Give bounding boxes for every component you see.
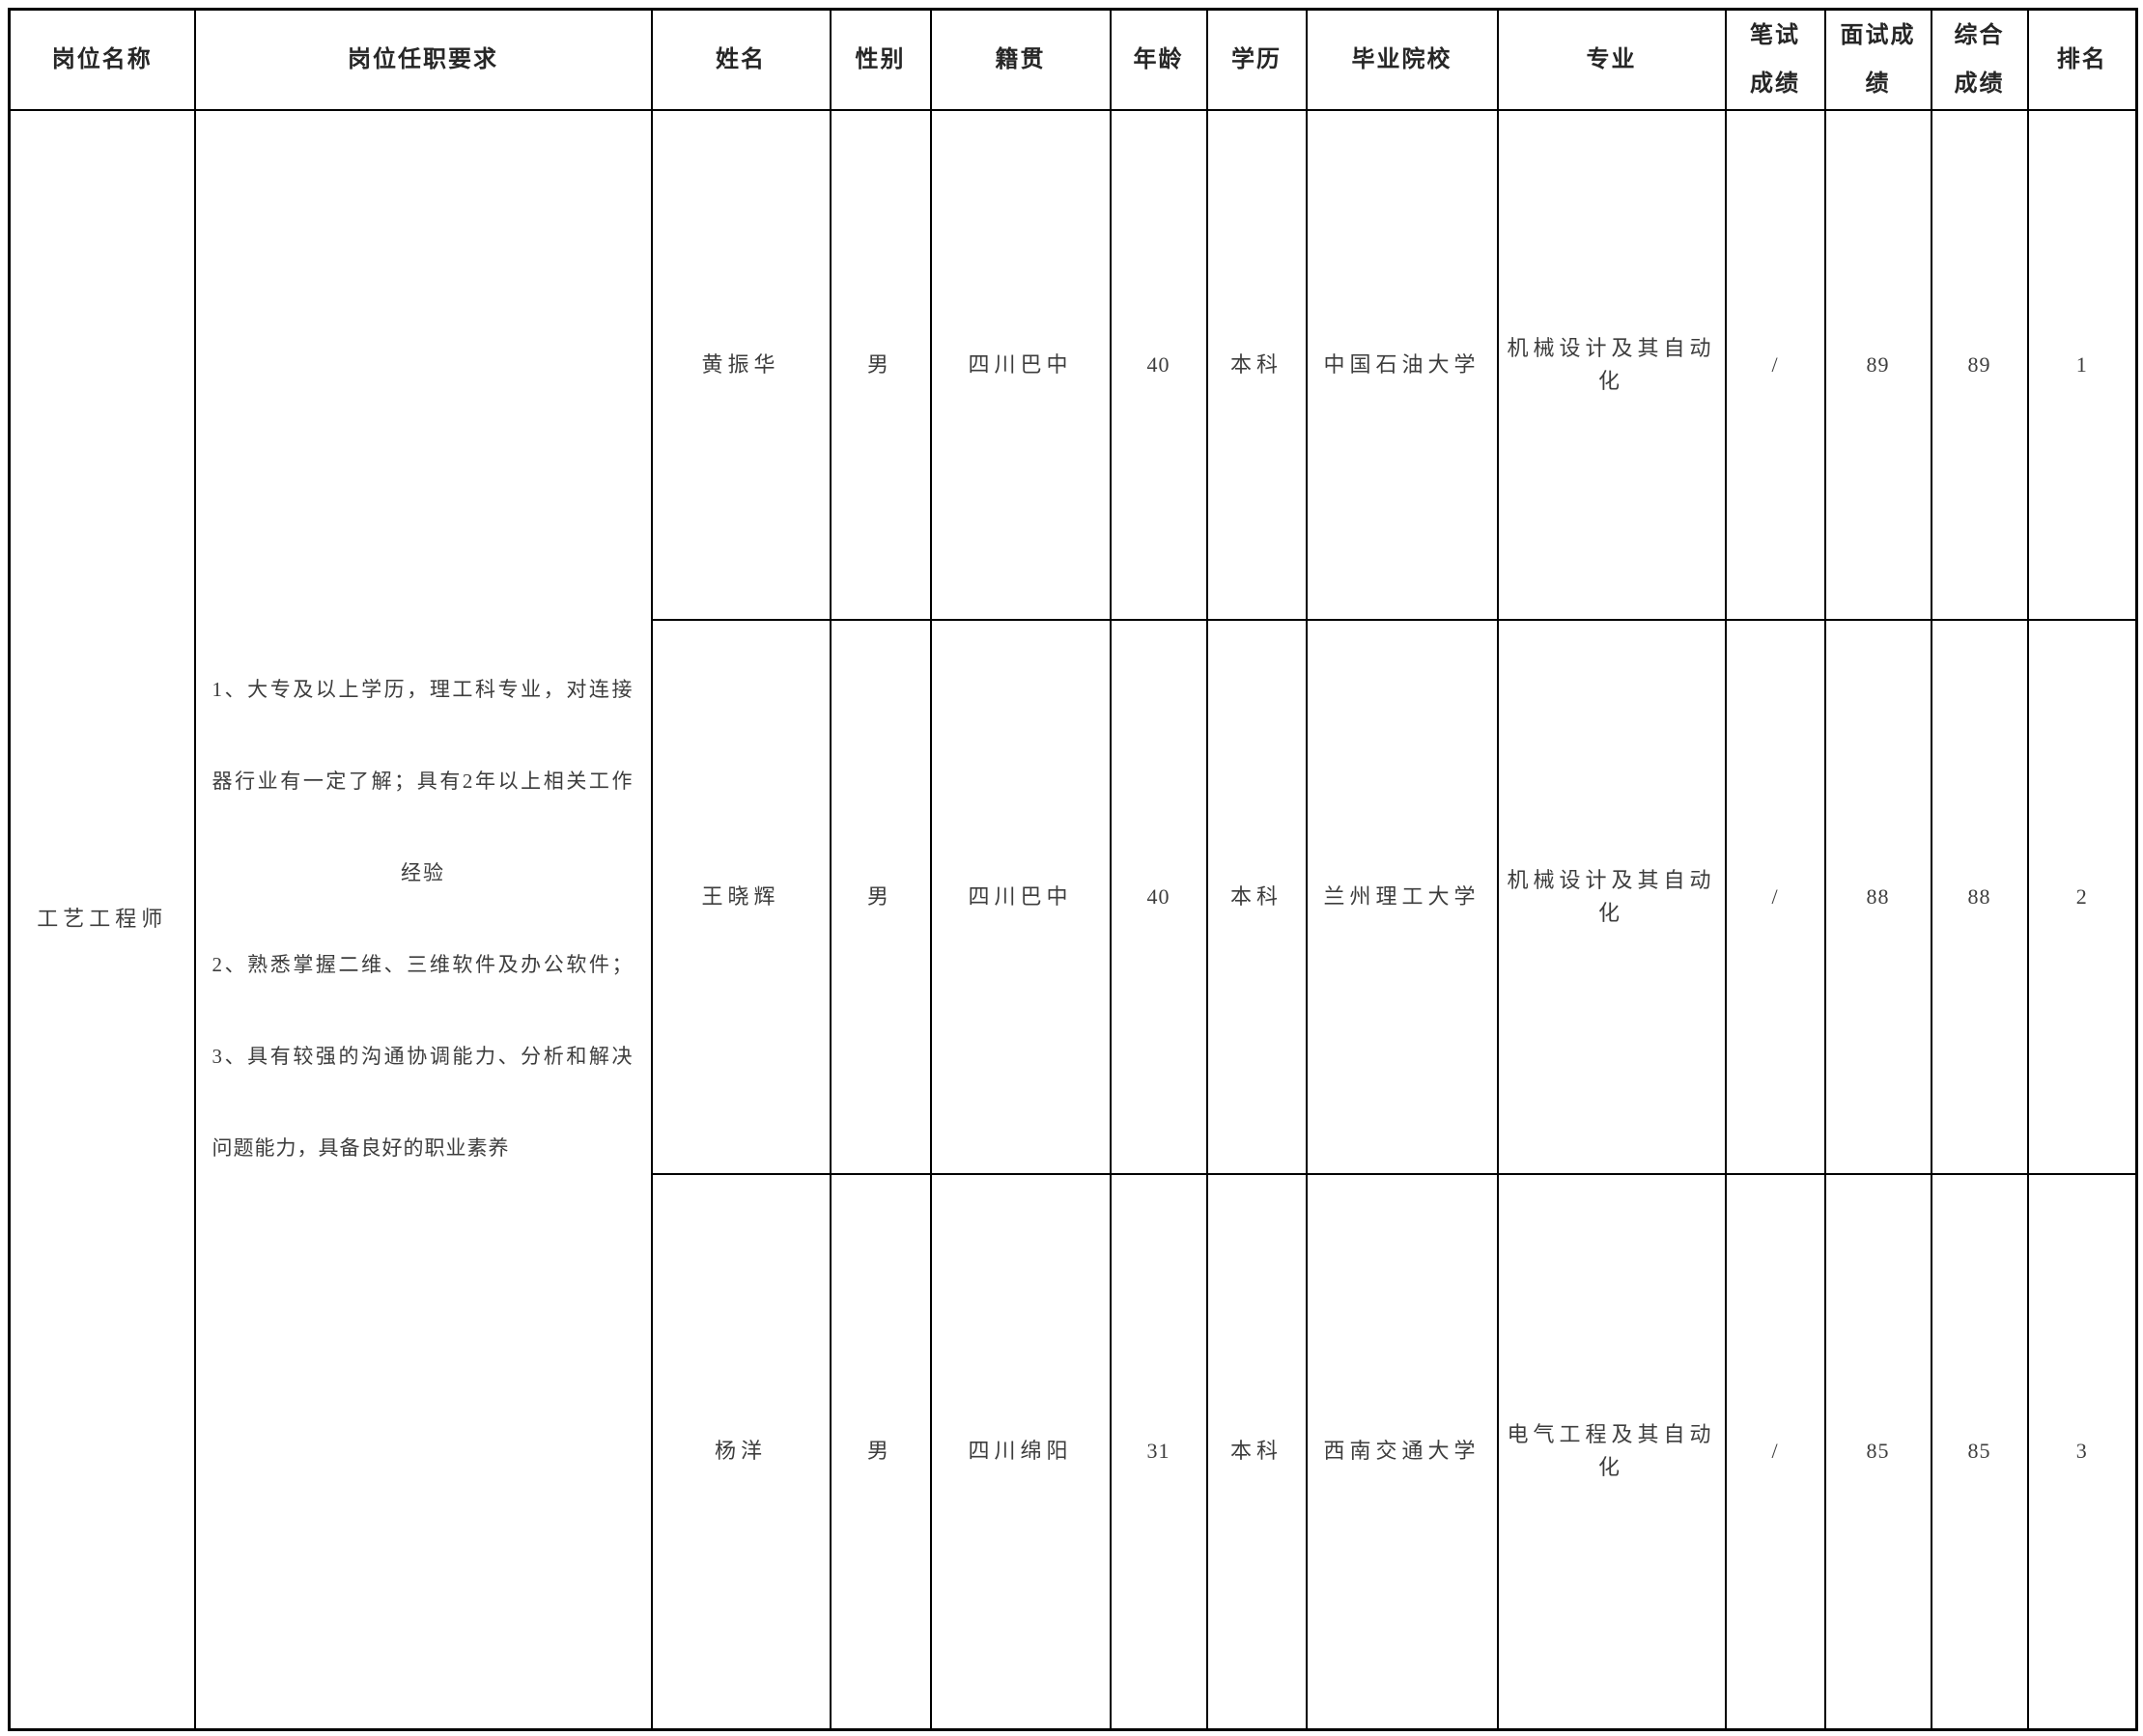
cell-school: 兰州理工大学 (1305, 618, 1499, 1175)
header-written-score: 笔试 成绩 (1724, 8, 1826, 111)
cell-name: 杨洋 (650, 1172, 832, 1731)
cell-rank: 1 (2026, 108, 2138, 621)
cell-written-score: / (1724, 108, 1826, 621)
cell-school: 西南交通大学 (1305, 1172, 1499, 1731)
header-gender: 性别 (829, 8, 932, 111)
cell-interview-score: 88 (1823, 618, 1932, 1175)
cell-name: 黄振华 (650, 108, 832, 621)
header-age: 年龄 (1109, 8, 1208, 111)
cell-written-score: / (1724, 1172, 1826, 1731)
requirement-line: 问题能力，具备良好的职业素养 (211, 1136, 510, 1161)
cell-position-requirements: 1、大专及以上学历，理工科专业，对连接 器行业有一定了解；具有2年以上相关工作 … (193, 108, 653, 1731)
cell-gender: 男 (829, 618, 932, 1175)
requirement-line: 2、熟悉掌握二维、三维软件及办公软件； (211, 953, 634, 977)
cell-education: 本科 (1205, 1172, 1308, 1731)
cell-major: 机械设计及其自动化 (1496, 618, 1727, 1175)
requirement-line: 3、具有较强的沟通协调能力、分析和解决 (211, 1045, 634, 1069)
cell-interview-score: 85 (1823, 1172, 1932, 1731)
cell-age: 40 (1109, 108, 1208, 621)
header-position: 岗位名称 (8, 8, 196, 111)
header-major: 专业 (1496, 8, 1727, 111)
table-row: 王晓辉 男 四川巴中 40 本科 兰州理工大学 机械设计及其自动化 / 88 8… (10, 618, 2138, 1175)
cell-overall-score: 88 (1930, 618, 2029, 1175)
candidate-results-table: 岗位名称 岗位任职要求 姓名 性别 籍贯 年龄 学历 毕业院校 专业 笔试 成绩… (8, 8, 2138, 1731)
cell-hometown: 四川巴中 (929, 108, 1112, 621)
table-row: 杨洋 男 四川绵阳 31 本科 西南交通大学 电气工程及其自动化 / 85 85… (10, 1172, 2138, 1731)
cell-school: 中国石油大学 (1305, 108, 1499, 621)
cell-hometown: 四川巴中 (929, 618, 1112, 1175)
requirement-line: 1、大专及以上学历，理工科专业，对连接 (211, 678, 634, 702)
cell-rank: 3 (2026, 1172, 2138, 1731)
cell-gender: 男 (829, 108, 932, 621)
cell-rank: 2 (2026, 618, 2138, 1175)
cell-position-name: 工艺工程师 (8, 108, 196, 1731)
cell-interview-score: 89 (1823, 108, 1932, 621)
cell-written-score: / (1724, 618, 1826, 1175)
header-interview-score: 面试成 绩 (1823, 8, 1932, 111)
header-name: 姓名 (650, 8, 832, 111)
cell-overall-score: 89 (1930, 108, 2029, 621)
requirement-line: 器行业有一定了解；具有2年以上相关工作 (211, 770, 634, 794)
header-rank: 排名 (2026, 8, 2138, 111)
header-school: 毕业院校 (1305, 8, 1499, 111)
header-requirements: 岗位任职要求 (193, 8, 653, 111)
cell-major: 机械设计及其自动化 (1496, 108, 1727, 621)
cell-major: 电气工程及其自动化 (1496, 1172, 1727, 1731)
requirement-line: 经验 (401, 861, 445, 885)
cell-name: 王晓辉 (650, 618, 832, 1175)
cell-education: 本科 (1205, 108, 1308, 621)
table-row: 工艺工程师 1、大专及以上学历，理工科专业，对连接 器行业有一定了解；具有2年以… (8, 108, 2138, 1731)
cell-age: 31 (1109, 1172, 1208, 1731)
cell-overall-score: 85 (1930, 1172, 2029, 1731)
cell-age: 40 (1109, 618, 1208, 1175)
header-hometown: 籍贯 (929, 8, 1112, 111)
cell-education: 本科 (1205, 618, 1308, 1175)
header-overall-score: 综合 成绩 (1930, 8, 2029, 111)
cell-hometown: 四川绵阳 (929, 1172, 1112, 1731)
table-header-row: 岗位名称 岗位任职要求 姓名 性别 籍贯 年龄 学历 毕业院校 专业 笔试 成绩… (8, 8, 2138, 111)
header-education: 学历 (1205, 8, 1308, 111)
cell-gender: 男 (829, 1172, 932, 1731)
